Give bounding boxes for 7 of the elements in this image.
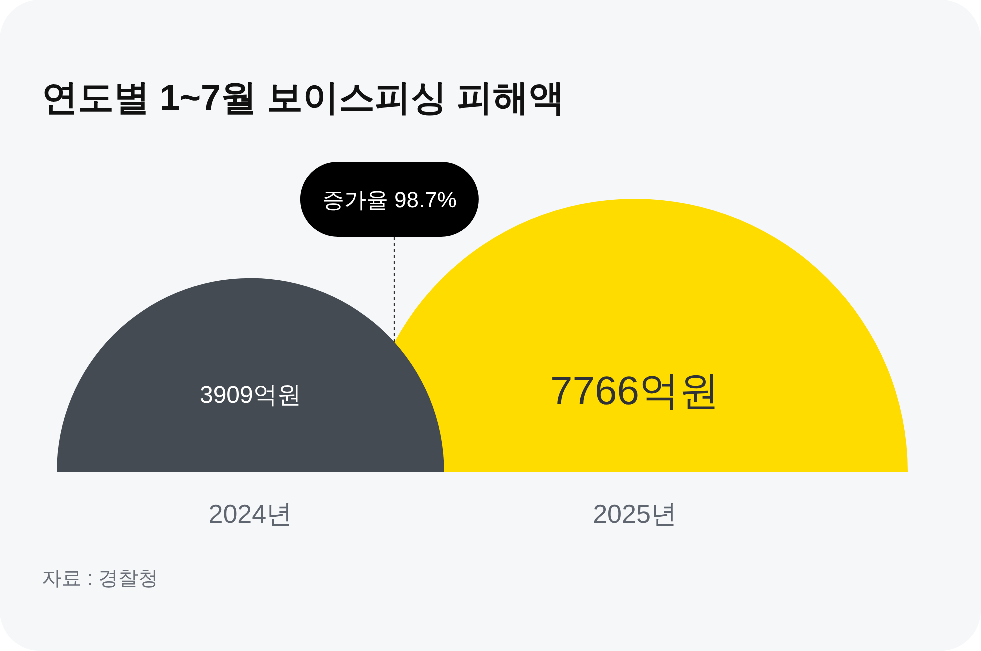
data-label: 7766억원	[550, 370, 720, 414]
category-label: 2024년	[208, 499, 293, 529]
data-label: 3909억원	[200, 382, 302, 410]
text: 자료 : 경찰청	[42, 568, 159, 590]
category-label: 2025년	[593, 499, 677, 529]
text: 연도별 1~7월 보이스피싱 피해액	[42, 77, 566, 118]
text: 증가율 98.7%	[322, 188, 457, 212]
